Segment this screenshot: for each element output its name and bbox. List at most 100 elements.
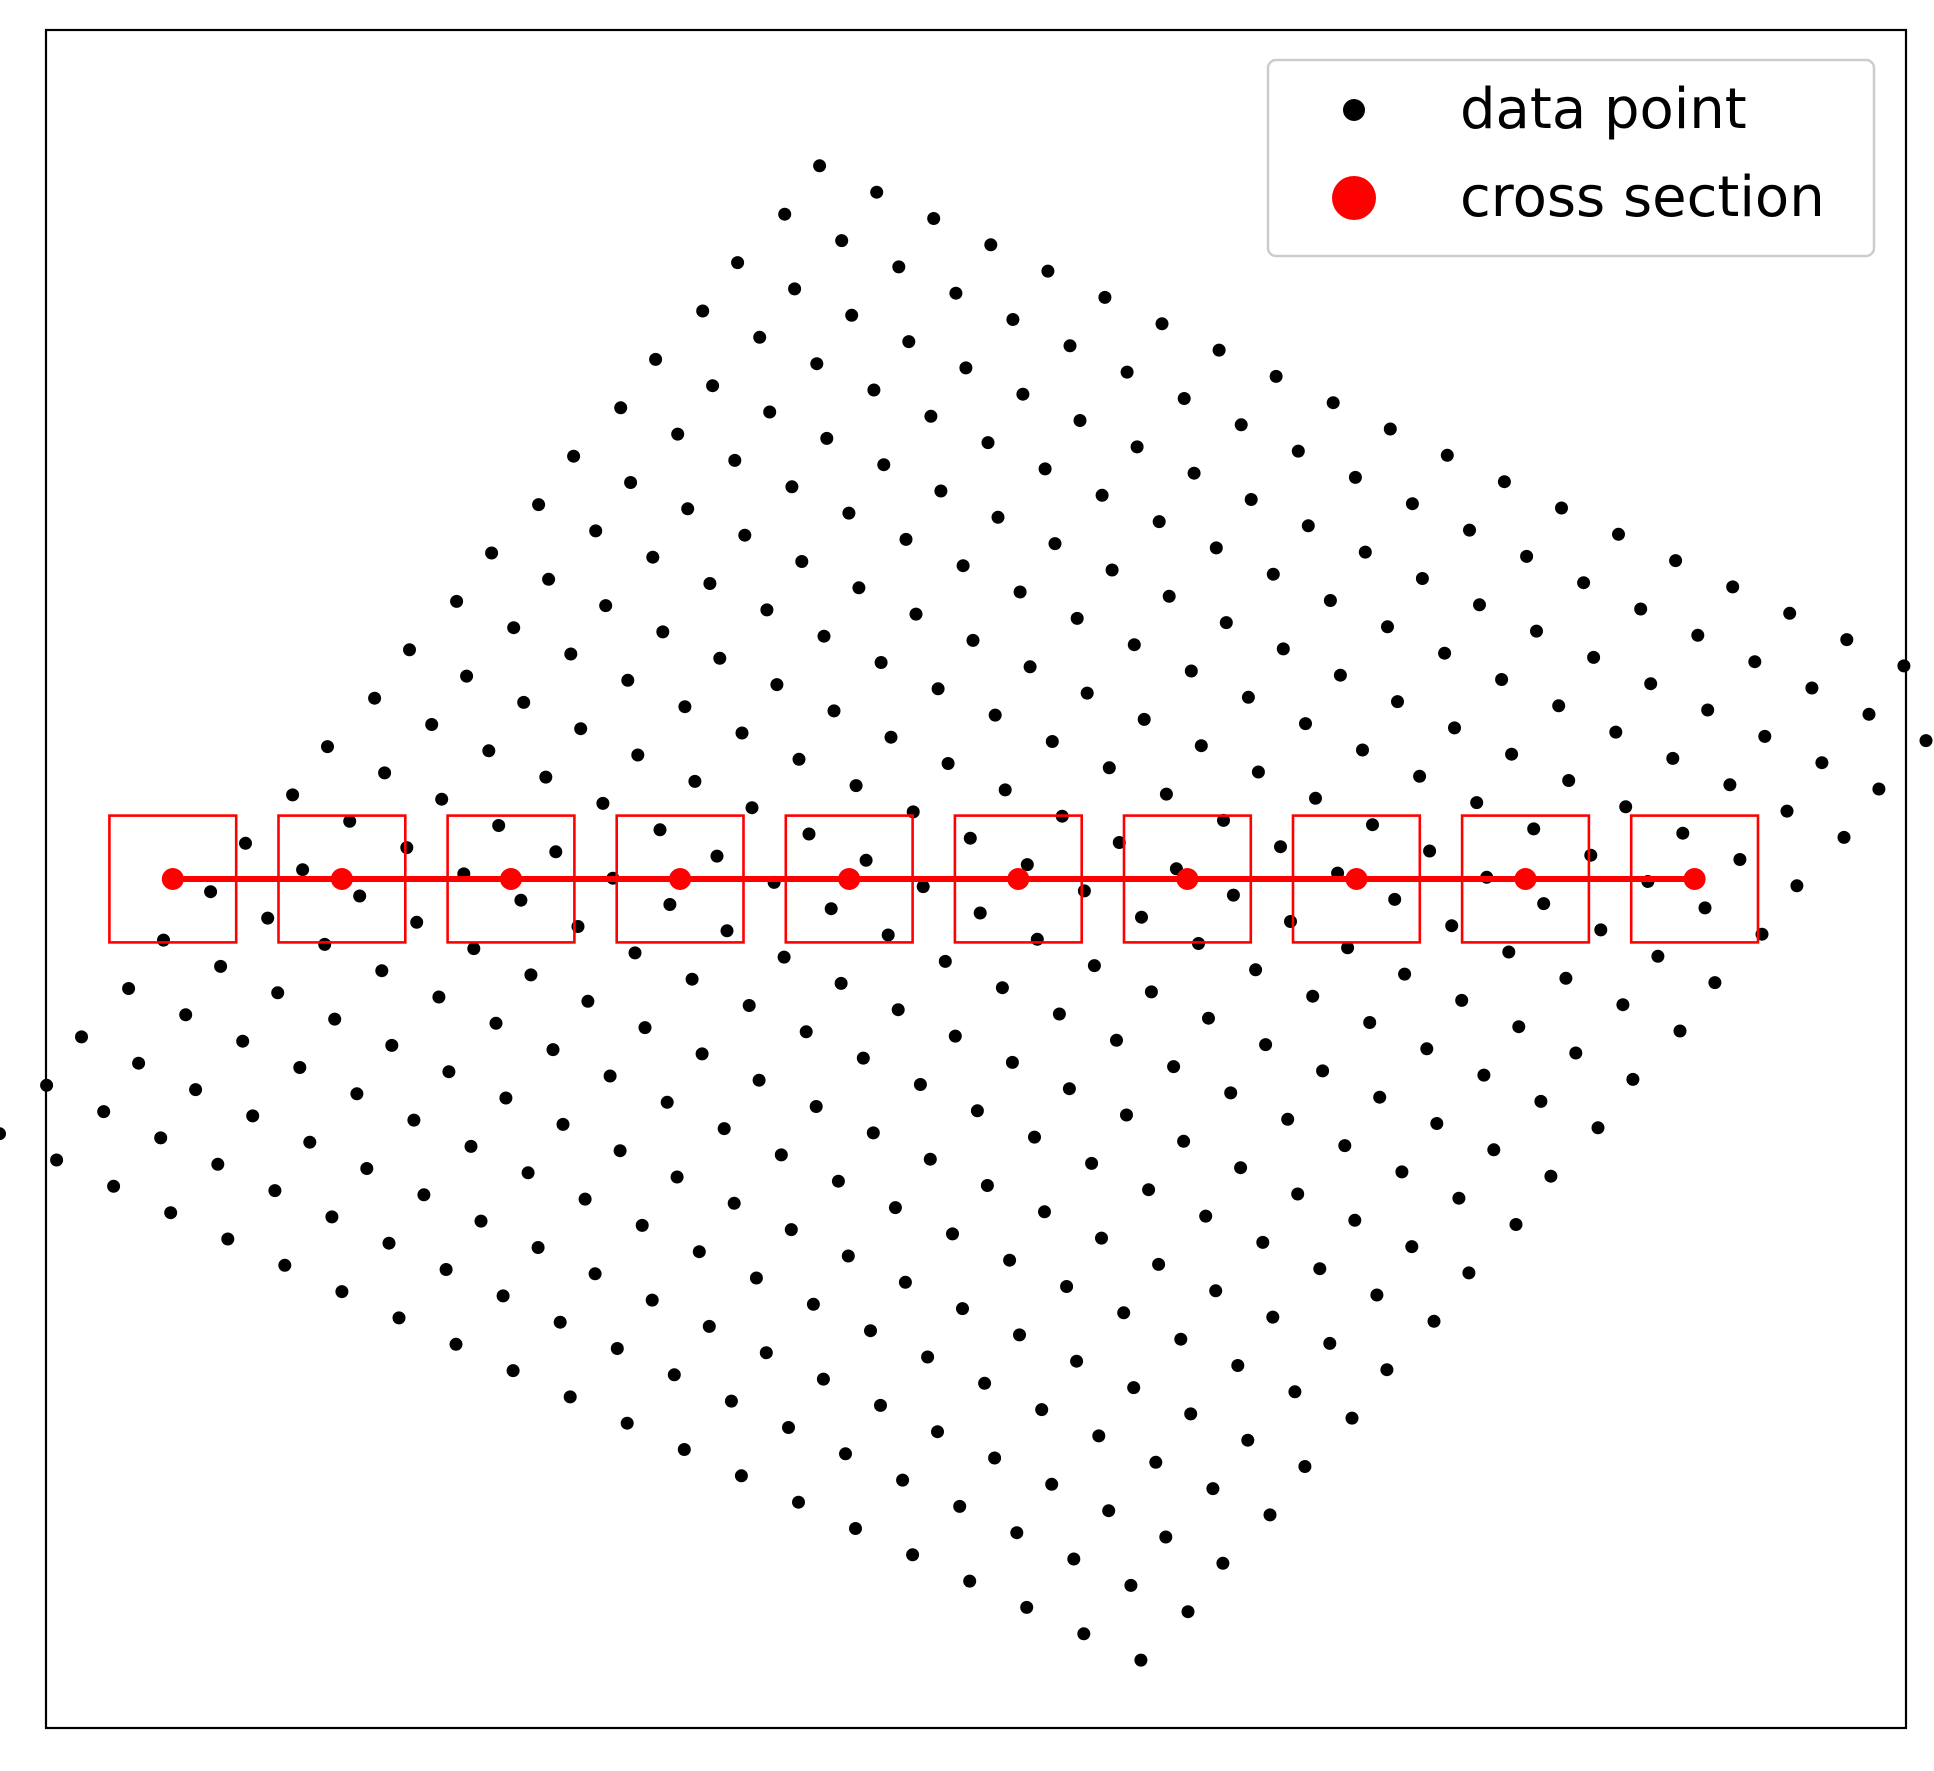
data-point [1202,1011,1215,1025]
data-point [1470,796,1484,810]
data-point [1326,396,1340,410]
data-point [1130,440,1144,454]
data-point [132,1056,146,1070]
data-point [1135,910,1148,924]
data-point [988,1451,1002,1465]
data-point [164,1206,178,1220]
data-point [1616,998,1630,1012]
data-point [442,1065,456,1079]
data-point [1512,1020,1526,1034]
data-point [1897,659,1911,673]
data-point [107,1179,121,1193]
data-point [799,1025,813,1039]
data-point [1577,576,1591,590]
data-point [157,933,170,947]
data-point [827,704,841,718]
data-point [1288,1385,1302,1399]
data-point [753,330,767,344]
data-point [1067,1552,1081,1566]
data-point [360,1162,374,1175]
data-point [1038,1205,1051,1219]
data-point [742,999,756,1012]
cross-section-layer [161,868,1706,890]
data-point [892,260,906,274]
data-point [489,1016,503,1030]
data-point [1527,822,1541,836]
data-point [1452,1191,1466,1205]
data-point [1095,488,1109,502]
data-point [902,335,916,349]
data-point [1041,264,1055,278]
data-point [706,379,720,393]
data-point [1070,611,1084,625]
data-point [1509,1218,1523,1231]
data-point [1291,1187,1305,1201]
data-point [1174,1332,1188,1346]
data-point [1805,681,1819,695]
data-point [1199,1209,1213,1223]
data-point [1206,1482,1220,1496]
data-point [1780,804,1794,818]
data-point [154,1131,168,1145]
data-point [946,1227,959,1241]
data-point [1440,448,1454,462]
data-point [1502,945,1516,959]
data-point [613,1144,627,1158]
data-point [460,669,474,683]
data-point [1167,1060,1181,1074]
data-point [1251,765,1265,779]
data-point [1105,563,1119,577]
data-point [1626,1072,1640,1086]
data-point [564,647,578,661]
data-point [870,185,884,199]
data-point [881,928,895,942]
data-point [482,744,496,758]
data-point [1423,844,1437,858]
data-point [588,1267,602,1281]
data-point [1187,466,1201,480]
data-point [792,752,806,766]
data-point [1102,1504,1116,1518]
data-point [521,1166,535,1180]
cross-section-point [1514,868,1537,890]
data-point [710,849,724,863]
data-point [1438,646,1452,660]
data-point [835,234,849,248]
data-point [1313,1262,1327,1276]
data-point [802,827,816,841]
data-point [75,1030,88,1044]
data-point [1095,1231,1108,1245]
data-point [884,730,898,744]
data-point [635,1218,649,1232]
data-point [1077,1627,1091,1641]
data-point [1356,743,1369,757]
data-point [927,212,941,225]
data-point [1448,721,1461,735]
data-point [760,603,774,617]
data-point [752,1073,766,1087]
data-point [1872,782,1886,796]
data-point [1085,1156,1099,1170]
data-point [378,766,392,780]
legend-marker-data-point [1343,99,1365,121]
data-point [817,629,831,643]
data-point [303,1135,317,1149]
data-point [464,1139,478,1153]
data-point [959,361,973,375]
data-point [1249,963,1263,977]
data-point [1534,1094,1548,1108]
data-point [368,691,382,705]
data-point [1309,791,1322,805]
cross-section-point [1345,868,1368,890]
data-point [1010,1526,1024,1540]
data-point [492,819,506,832]
data-point [449,1337,463,1351]
data-point [1544,1169,1558,1183]
data-point [948,1029,962,1043]
data-point [795,555,809,568]
data-point [328,1012,342,1026]
data-point [1070,1354,1084,1368]
data-point [1388,892,1402,906]
data-point [923,1152,937,1166]
